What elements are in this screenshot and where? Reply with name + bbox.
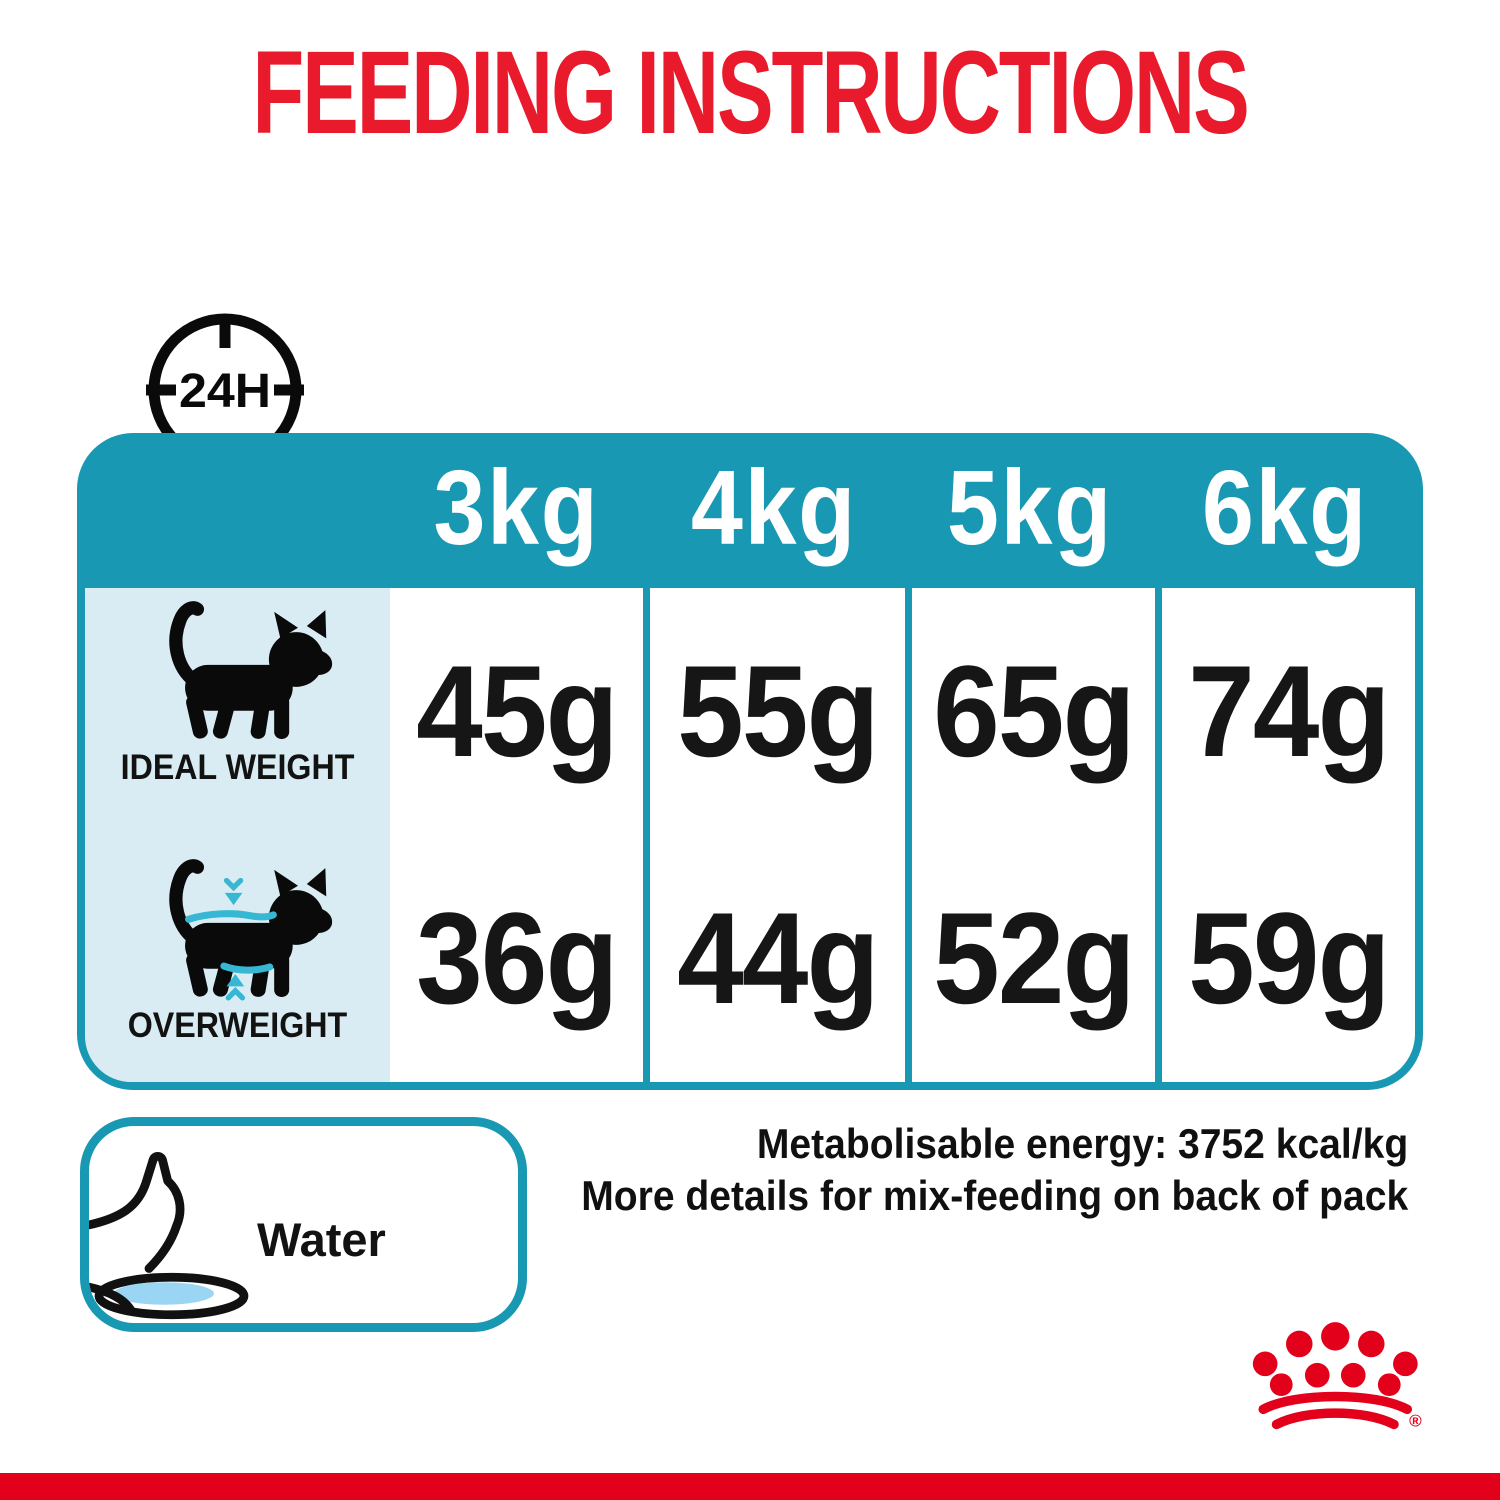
- water-label: Water: [257, 1213, 386, 1266]
- water-reminder-box: Water: [80, 1117, 527, 1332]
- cat-drinking-bowl-icon: [89, 1152, 249, 1320]
- overweight-6kg-value: 59g: [1188, 885, 1390, 1031]
- column-divider: [1155, 588, 1162, 1082]
- page-title: FEEDING INSTRUCTIONS: [252, 27, 1249, 159]
- column-header-6kg: 6kg: [1201, 449, 1369, 567]
- bottom-red-bar: [0, 1473, 1500, 1500]
- ideal-weight-5kg-value: 65g: [933, 638, 1135, 784]
- overweight-row-label: OVERWEIGHT: [85, 854, 390, 1046]
- feeding-table: 3kg 4kg 5kg 6kg: [77, 433, 1423, 1090]
- royal-canin-crown-logo: ®: [1252, 1322, 1422, 1430]
- overweight-4kg-value: 44g: [677, 885, 879, 1031]
- ideal-weight-3kg-value: 45g: [416, 638, 618, 784]
- mix-feeding-note: More details for mix-feeding on back of …: [581, 1172, 1408, 1219]
- overweight-label: OVERWEIGHT: [127, 1006, 348, 1045]
- ideal-weight-6kg-value: 74g: [1188, 638, 1390, 784]
- ideal-weight-4kg-value: 55g: [677, 638, 879, 784]
- cat-ideal-weight-icon: [168, 601, 332, 739]
- column-header-5kg: 5kg: [946, 449, 1114, 567]
- metabolisable-energy-note: Metabolisable energy: 3752 kcal/kg: [756, 1120, 1408, 1167]
- column-header-4kg: 4kg: [690, 449, 858, 567]
- registered-trademark-symbol: ®: [1409, 1411, 1422, 1430]
- cat-overweight-icon: [140, 854, 336, 1004]
- feeding-notes: Metabolisable energy: 3752 kcal/kg More …: [581, 1118, 1408, 1222]
- clock-24h-label: 24H: [179, 365, 271, 418]
- column-divider: [643, 588, 650, 1082]
- overweight-3kg-value: 36g: [416, 885, 618, 1031]
- overweight-5kg-value: 52g: [933, 885, 1135, 1031]
- feeding-table-body: IDEAL WEIGHT OVERWEIGHT 45g 55g 65g: [77, 588, 1423, 1090]
- feeding-table-header: 3kg 4kg 5kg 6kg: [77, 433, 1423, 588]
- ideal-weight-row-label: IDEAL WEIGHT: [85, 596, 390, 788]
- column-divider: [905, 588, 912, 1082]
- ideal-weight-label: IDEAL WEIGHT: [120, 748, 355, 787]
- column-header-3kg: 3kg: [433, 449, 600, 567]
